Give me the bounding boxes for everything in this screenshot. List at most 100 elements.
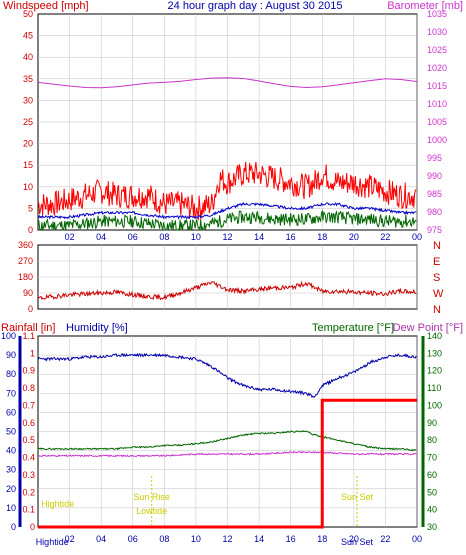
barometer-tick-label: 990 (427, 171, 442, 181)
windspeed-tick-label: 50 (23, 9, 33, 19)
average-wind-series-line (37, 201, 417, 220)
humidity-tick-label: 30 (6, 465, 16, 475)
gust-series-line (37, 161, 417, 221)
windspeed-tick-label: 30 (23, 95, 33, 105)
barometer-tick-label: 980 (427, 207, 442, 217)
hightide-footer-annotation: Hightide (36, 537, 69, 547)
temperature-tick-label: 60 (427, 470, 437, 480)
graph-title: 24 hour graph day : August 30 2015 (168, 0, 343, 12)
rainfall-tick-label: 0.8 (22, 383, 35, 393)
hour-tick-label: 12 (222, 534, 232, 544)
rainfall-tick-label: 0 (30, 522, 35, 532)
hour-tick-label: 00 (412, 232, 422, 242)
windspeed-tick-label: 20 (23, 139, 33, 149)
compass-label: W (433, 288, 444, 300)
hour-tick-label: 12 (222, 232, 232, 242)
hour-tick-label: 08 (159, 534, 169, 544)
hour-tick-label: 16 (286, 232, 296, 242)
rainfall-tick-label: 0.9 (22, 366, 35, 376)
barometer-tick-label: 975 (427, 225, 442, 235)
temperature-tick-label: 40 (427, 505, 437, 515)
hour-tick-label: 06 (128, 534, 138, 544)
hour-tick-label: 10 (191, 534, 201, 544)
wind-direction-series-line (37, 280, 417, 301)
rainfall-tick-label: 0.5 (22, 435, 35, 445)
temperature-axis-label: Temperature [°F] (312, 322, 394, 334)
windspeed-tick-label: 5 (28, 203, 33, 213)
rainfall-tick-label: 0.1 (22, 505, 35, 515)
windspeed-axis-label: Windspeed [mph] (3, 0, 89, 12)
temperature-tick-label: 50 (427, 487, 437, 497)
rainfall-tick-label: 1.1 (22, 331, 35, 341)
rainfall-tick-label: 0.6 (22, 418, 35, 428)
temperature-tick-label: 30 (427, 522, 437, 532)
humidity-series-line (37, 352, 417, 399)
barometer-tick-label: 1005 (427, 117, 447, 127)
temperature-series-line (37, 430, 417, 452)
compass-label: N (433, 304, 441, 316)
rainfall-tick-label: 1 (30, 348, 35, 358)
windspeed-tick-label: 45 (23, 31, 33, 41)
dewpoint-axis-label: Dew Point [°F] (393, 322, 463, 334)
humidity-tick-label: 10 (6, 503, 16, 513)
temperature-tick-label: 100 (427, 400, 442, 410)
windspeed-tick-label: 15 (23, 160, 33, 170)
hour-tick-label: 14 (254, 232, 264, 242)
barometer-tick-label: 1010 (427, 99, 447, 109)
barometer-tick-label: 1025 (427, 45, 447, 55)
temperature-tick-label: 140 (427, 331, 442, 341)
hour-tick-label: 18 (317, 534, 327, 544)
temperature-tick-label: 90 (427, 418, 437, 428)
hour-tick-label: 18 (317, 232, 327, 242)
hour-tick-label: 04 (96, 232, 106, 242)
direction-tick-label: 0 (28, 304, 33, 314)
windspeed-tick-label: 40 (23, 52, 33, 62)
barometer-tick-label: 985 (427, 189, 442, 199)
humidity-tick-label: 80 (6, 369, 16, 379)
hour-tick-label: 22 (380, 534, 390, 544)
temperature-tick-label: 120 (427, 366, 442, 376)
hour-tick-label: 06 (128, 232, 138, 242)
humidity-tick-label: 100 (1, 331, 16, 341)
windspeed-tick-label: 25 (23, 117, 33, 127)
humidity-tick-label: 20 (6, 484, 16, 494)
temperature-tick-label: 80 (427, 435, 437, 445)
barometer-axis-label: Barometer [mb] (387, 0, 463, 12)
hour-tick-label: 22 (380, 232, 390, 242)
temperature-tick-label: 110 (427, 383, 441, 393)
humidity-tick-label: 0 (11, 522, 16, 532)
temperature-tick-label: 130 (427, 348, 442, 358)
barometer-series-line (37, 77, 418, 89)
rainfall-tick-label: 0.3 (22, 470, 35, 480)
humidity-axis-label: Humidity [%] (66, 322, 128, 334)
humidity-tick-label: 70 (6, 388, 16, 398)
compass-label: E (433, 256, 440, 268)
compass-label: N (433, 240, 441, 252)
rainfall-tick-label: 0.7 (22, 400, 35, 410)
sunrise-annotation: Sun Rise (133, 492, 170, 502)
barometer-tick-label: 1030 (427, 27, 447, 37)
sunset-footer-annotation: Sun Set (341, 537, 374, 547)
rainfall-tick-label: 0.2 (22, 487, 35, 497)
barometer-tick-label: 1000 (427, 135, 447, 145)
compass-label: S (433, 272, 440, 284)
windspeed-tick-label: 10 (23, 182, 33, 192)
barometer-tick-label: 1015 (427, 81, 447, 91)
hour-tick-label: 20 (349, 534, 359, 544)
humidity-tick-label: 40 (6, 446, 16, 456)
rainfall-axis-label: Rainfall [in] (1, 322, 55, 334)
hour-tick-label: 08 (159, 232, 169, 242)
windspeed-tick-label: 0 (28, 225, 33, 235)
direction-tick-label: 360 (18, 240, 33, 250)
humidity-tick-label: 90 (6, 350, 16, 360)
hour-tick-label: 10 (191, 232, 201, 242)
windspeed-tick-label: 35 (23, 74, 33, 84)
barometer-tick-label: 1035 (427, 9, 447, 19)
hour-tick-label: 02 (65, 534, 75, 544)
direction-tick-label: 90 (23, 288, 33, 298)
rainfall-series-line (38, 398, 417, 529)
hour-tick-label: 00 (412, 534, 422, 544)
rainfall-tick-label: 0.4 (22, 453, 35, 463)
